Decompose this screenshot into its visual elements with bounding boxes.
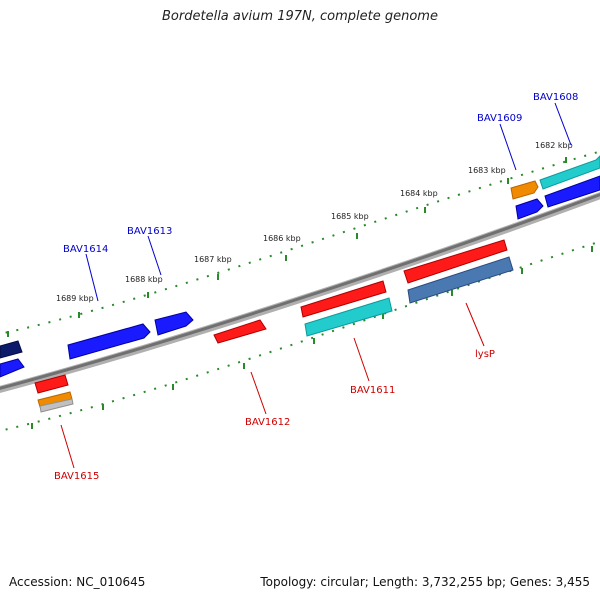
tick-label: 1686 kbp	[263, 234, 301, 243]
gene-feature-bav1615-reverse[interactable]	[34, 374, 69, 394]
tick-label: 1684 kbp	[400, 189, 438, 198]
gene-feature-orange-forward[interactable]	[510, 180, 539, 200]
gene-feature-blue-forward-2[interactable]	[515, 198, 544, 220]
gene-feature-bav1611-reverse[interactable]	[304, 297, 393, 337]
gene-feature-lysp-reverse[interactable]	[407, 256, 514, 304]
genome-summary-text: Topology: circular; Length: 3,732,255 bp…	[260, 575, 590, 589]
map-title: Bordetella avium 197N, complete genome	[162, 9, 438, 24]
gene-feature-blue-forward-3[interactable]	[0, 358, 25, 378]
tick-label: 1682 kbp	[535, 141, 573, 150]
leader-line-bav1609	[499, 123, 517, 171]
gene-feature-bav1612-reverse[interactable]	[213, 319, 267, 344]
gene-feature-bav1613-forward[interactable]	[154, 311, 194, 336]
ruler-ticks	[7, 157, 593, 429]
gene-label-bav1613[interactable]: BAV1613	[127, 226, 172, 237]
leader-line-bav1615	[60, 424, 75, 469]
gene-feature-navy-forward[interactable]	[0, 340, 23, 359]
accession-text: Accession: NC_010645	[9, 575, 146, 589]
leader-line-bav1614	[85, 253, 99, 302]
gene-label-bav1612[interactable]: BAV1612	[245, 417, 290, 428]
gene-feature-blue-forward-1[interactable]	[544, 175, 600, 208]
tick-label: 1687 kbp	[194, 255, 232, 264]
leader-line-bav1613	[147, 235, 162, 276]
gene-label-bav1611[interactable]: BAV1611	[350, 385, 395, 396]
gene-label-bav1615[interactable]: BAV1615	[54, 471, 99, 482]
gene-feature-bav1608-forward[interactable]	[539, 155, 600, 190]
gene-feature-red-reverse-1[interactable]	[403, 239, 508, 284]
tick-label: 1683 kbp	[468, 166, 506, 175]
gene-label-bav1614[interactable]: BAV1614	[63, 244, 108, 255]
gene-feature-bav1614-forward[interactable]	[67, 323, 151, 360]
tick-label: 1688 kbp	[125, 275, 163, 284]
tick-label: 1689 kbp	[56, 294, 94, 303]
leader-line-bav1608	[554, 102, 572, 146]
gene-feature-gray-reverse[interactable]	[39, 398, 74, 413]
tick-label: 1685 kbp	[331, 212, 369, 221]
gene-label-bav1608[interactable]: BAV1608	[533, 92, 578, 103]
leader-line-lysp	[465, 302, 485, 347]
leader-line-bav1611	[353, 337, 370, 382]
leader-line-bav1612	[250, 371, 267, 415]
gene-label-lysp[interactable]: lysP	[475, 349, 495, 360]
gene-feature-red-reverse-2[interactable]	[300, 280, 387, 318]
gene-label-bav1609[interactable]: BAV1609	[477, 113, 522, 124]
